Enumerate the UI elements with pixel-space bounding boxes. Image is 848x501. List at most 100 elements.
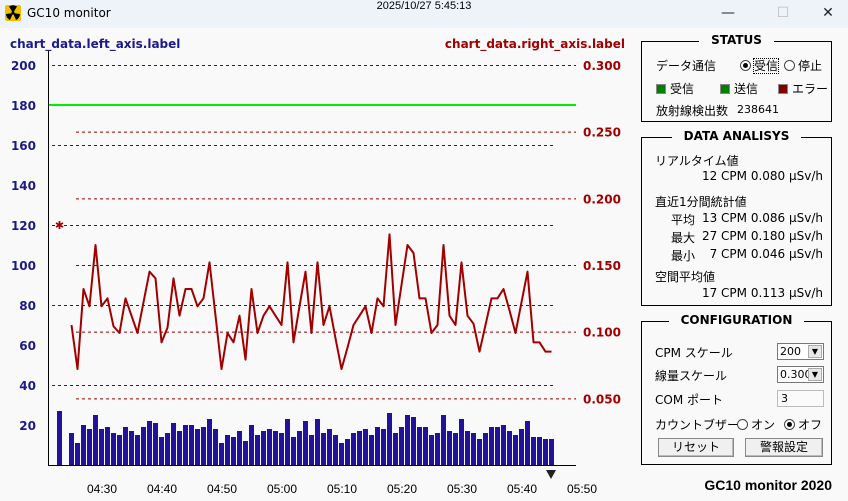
cpm-tick-label: 180 bbox=[11, 99, 36, 113]
close-button[interactable]: ✕ bbox=[822, 5, 834, 21]
buzzer-off-radio[interactable]: オフ bbox=[784, 416, 822, 433]
cpm-bar bbox=[165, 433, 170, 465]
cpm-bar bbox=[465, 431, 470, 465]
cpm-tick-label: 200 bbox=[11, 59, 36, 73]
cpm-tick-label: 100 bbox=[11, 259, 36, 273]
radiation-icon bbox=[5, 5, 21, 21]
window-title: GC10 monitor bbox=[27, 6, 111, 20]
radio-icon bbox=[784, 60, 795, 71]
radio-receive-label: 受信 bbox=[752, 58, 780, 74]
cpm-bar bbox=[441, 415, 446, 465]
cpm-bar bbox=[249, 425, 254, 465]
com-port-input[interactable]: 3 bbox=[777, 390, 824, 407]
cpm-bar bbox=[237, 431, 242, 465]
radiation-chart: ✱ chart_data.left_axis.label chart_data.ri… bbox=[10, 37, 625, 496]
cpm-bar bbox=[291, 437, 296, 465]
cpm-bar bbox=[189, 425, 194, 465]
cpm-bar bbox=[225, 435, 230, 465]
min-cpm: 7 CPM bbox=[709, 247, 747, 261]
space-cpm: 17 CPM bbox=[701, 286, 747, 300]
dose-scale-select[interactable]: 0.300 ▼ bbox=[777, 366, 824, 383]
realtime-cpm: 12 CPM bbox=[701, 169, 747, 183]
led-label: 受信 bbox=[670, 82, 695, 96]
analysis-title: DATA ANALISYS bbox=[671, 129, 802, 143]
space-dose: 0.113 µSv/h bbox=[750, 286, 823, 300]
cpm-bar bbox=[405, 415, 410, 465]
led-label: 送信 bbox=[734, 82, 759, 96]
time-tick-label: 05:30 bbox=[447, 482, 477, 496]
dose-scale-value: 0.300 bbox=[780, 368, 812, 381]
avg-cpm: 13 CPM bbox=[701, 211, 747, 225]
alarm-settings-button[interactable]: 警報設定 bbox=[745, 438, 823, 457]
config-panel: CONFIGURATION CPM スケール 200 ▼ 線量スケール 0.300… bbox=[641, 313, 832, 465]
maximize-button[interactable]: ☐ bbox=[776, 5, 790, 21]
dose-tick-label: 0.050 bbox=[583, 392, 621, 406]
cpm-tick-label: 80 bbox=[19, 299, 36, 313]
max-label: 最大 bbox=[671, 231, 696, 245]
cpm-bar bbox=[315, 419, 320, 465]
cpm-bar bbox=[339, 443, 344, 465]
buzzer-on-label: オン bbox=[751, 418, 776, 432]
cpm-bar bbox=[195, 429, 200, 465]
cpm-tick-label: 140 bbox=[11, 179, 36, 193]
comm-label: データ通信 bbox=[656, 59, 717, 73]
cpm-bar bbox=[513, 435, 518, 465]
realtime-label: リアルタイム値 bbox=[655, 154, 739, 168]
cpm-bar bbox=[519, 429, 524, 465]
cpm-bar bbox=[435, 433, 440, 465]
cpm-bar bbox=[123, 427, 128, 465]
cpm-bar bbox=[447, 431, 452, 465]
clock: 2025/10/27 5:45:13 bbox=[376, 0, 472, 12]
cpm-tick-label: 60 bbox=[19, 339, 36, 353]
cpm-bar bbox=[327, 429, 332, 465]
min-label: 最小 bbox=[671, 249, 696, 263]
cpm-bar bbox=[471, 433, 476, 465]
min-dose: 0.046 µSv/h bbox=[750, 247, 823, 261]
radio-stop[interactable]: 停止 bbox=[784, 57, 822, 74]
count-value: 238641 bbox=[737, 103, 779, 116]
cpm-bar bbox=[423, 427, 428, 465]
title-bar: GC10 monitor 2025/10/27 5:45:13 — ☐ ✕ bbox=[0, 0, 848, 28]
cpm-bar bbox=[549, 439, 554, 465]
cpm-scale-select[interactable]: 200 ▼ bbox=[777, 343, 824, 360]
current-time-marker-icon bbox=[546, 470, 556, 479]
time-tick-label: 05:40 bbox=[507, 482, 537, 496]
buzzer-on-radio[interactable]: オン bbox=[737, 416, 775, 433]
cpm-bar bbox=[417, 427, 422, 465]
cpm-bar bbox=[297, 431, 302, 465]
cpm-bar bbox=[375, 427, 380, 465]
dose-tick-label: 0.200 bbox=[583, 192, 621, 206]
cpm-bar bbox=[117, 435, 122, 465]
avg-dose: 0.086 µSv/h bbox=[750, 211, 823, 225]
radio-icon bbox=[737, 419, 748, 430]
time-tick-label: 04:30 bbox=[87, 482, 117, 496]
reset-button[interactable]: リセット bbox=[658, 438, 734, 457]
led-receive: 受信 bbox=[656, 80, 694, 97]
buzzer-off-label: オフ bbox=[798, 418, 823, 432]
cpm-bar bbox=[507, 431, 512, 465]
cpm-bar bbox=[531, 437, 536, 465]
minute-label: 直近1分間統計値 bbox=[655, 195, 747, 209]
dose-scale-label: 線量スケール bbox=[655, 369, 728, 383]
cpm-tick-label: 160 bbox=[11, 139, 36, 153]
time-tick-label: 05:00 bbox=[267, 482, 297, 496]
cpm-bar bbox=[81, 425, 86, 465]
cpm-bar bbox=[129, 431, 134, 465]
max-dose: 0.180 µSv/h bbox=[750, 229, 823, 243]
radio-receive[interactable]: 受信 bbox=[740, 57, 780, 74]
cpm-bar bbox=[459, 419, 464, 465]
cpm-bar bbox=[279, 433, 284, 465]
cpm-bar bbox=[273, 431, 278, 465]
minimize-button[interactable]: — bbox=[721, 5, 735, 21]
cpm-tick-label: 20 bbox=[19, 419, 36, 433]
cpm-bar bbox=[351, 433, 356, 465]
cpm-bar bbox=[381, 429, 386, 465]
cpm-bar bbox=[393, 433, 398, 465]
cpm-tick-label: 120 bbox=[11, 219, 36, 233]
cpm-scale-label: CPM スケール bbox=[655, 346, 733, 360]
cpm-bar bbox=[243, 441, 248, 465]
time-tick-label: 05:20 bbox=[387, 482, 417, 496]
chevron-down-icon: ▼ bbox=[808, 368, 822, 381]
cpm-bar bbox=[69, 433, 74, 465]
cpm-bar bbox=[75, 443, 80, 465]
